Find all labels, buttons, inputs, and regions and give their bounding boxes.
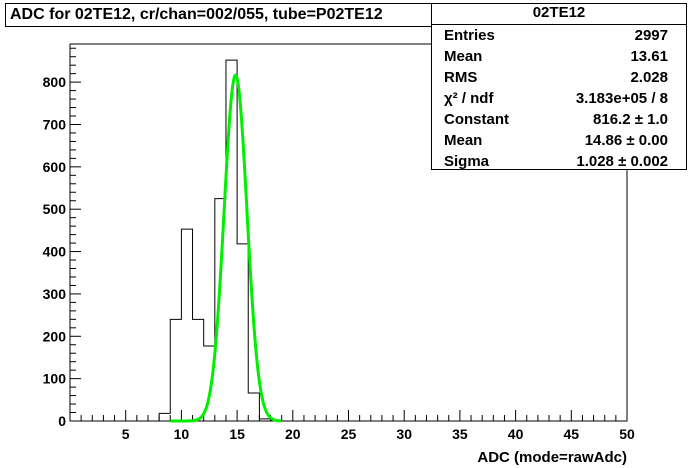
stats-row-constant: Constant 816.2 ± 1.0 (432, 109, 686, 130)
x-tick-label: 10 (174, 426, 190, 442)
y-tick-label: 100 (43, 371, 67, 387)
stats-value: 2.028 (630, 69, 668, 86)
stats-value: 1.028 ± 0.002 (576, 153, 668, 170)
stats-key: Sigma (444, 153, 490, 170)
histogram-outline (70, 59, 627, 422)
x-tick-label: 20 (285, 426, 301, 442)
y-tick-label: 700 (43, 116, 67, 132)
stats-row-chi2: χ² / ndf 3.183e+05 / 8 (432, 88, 686, 109)
stats-value: 2997 (634, 27, 668, 44)
stats-row-entries: Entries 2997 (432, 25, 686, 46)
x-tick-label: 45 (564, 426, 580, 442)
x-tick-label: 5 (122, 426, 130, 442)
stats-key: RMS (444, 69, 478, 86)
y-tick-label: 600 (43, 159, 67, 175)
stats-key: Constant (444, 111, 509, 128)
stats-row-rms: RMS 2.028 (432, 67, 686, 88)
stats-key: χ² / ndf (444, 90, 494, 107)
gaussian-fit-curve (170, 73, 282, 423)
y-tick-label: 200 (43, 328, 67, 344)
stats-key: Mean (444, 48, 483, 65)
x-tick-label: 35 (452, 426, 468, 442)
stats-value: 3.183e+05 / 8 (575, 90, 668, 107)
chart-title: ADC for 02TE12, cr/chan=002/055, tube=P0… (5, 3, 494, 27)
y-tick-label: 300 (43, 286, 67, 302)
x-axis-label: ADC (mode=rawAdc) (477, 449, 627, 466)
x-tick-label: 50 (619, 426, 635, 442)
stats-box: 02TE12 Entries 2997 Mean 13.61 RMS 2.028 χ²… (431, 3, 687, 170)
stats-value: 13.61 (630, 48, 668, 65)
x-tick-label: 30 (396, 426, 412, 442)
y-tick-label: 800 (43, 74, 67, 90)
stats-value: 14.86 ± 0.00 (584, 132, 668, 149)
x-tick-label: 40 (508, 426, 524, 442)
x-tick-label: 25 (341, 426, 357, 442)
stats-row-sigma: Sigma 1.028 ± 0.002 (432, 151, 686, 172)
stats-value: 816.2 ± 1.0 (593, 111, 668, 128)
stats-key: Mean (444, 132, 483, 149)
stats-key: Entries (444, 27, 495, 44)
x-tick-label: 15 (229, 426, 245, 442)
stats-row-mean: Mean 13.61 (432, 46, 686, 67)
stats-row-fit-mean: Mean 14.86 ± 0.00 (432, 130, 686, 151)
stats-name: 02TE12 (432, 4, 686, 25)
y-tick-label: 0 (58, 413, 66, 429)
y-tick-label: 500 (43, 201, 67, 217)
axis-tick-labels: 5 10 15 20 25 30 35 40 45 50010020030040050060070… (43, 74, 635, 442)
y-tick-label: 400 (43, 244, 67, 260)
